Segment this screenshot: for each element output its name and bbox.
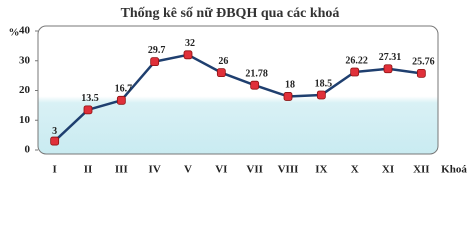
marker bbox=[416, 68, 426, 78]
x-tick-label: XI bbox=[382, 164, 394, 176]
marker bbox=[183, 50, 193, 60]
value-label: 3 bbox=[52, 126, 57, 137]
x-tick-label: IV bbox=[149, 164, 161, 176]
value-label: 26 bbox=[218, 56, 228, 67]
value-label: 21.78 bbox=[245, 69, 268, 80]
marker bbox=[83, 105, 93, 115]
marker bbox=[350, 67, 360, 77]
y-axis-label: % bbox=[9, 27, 20, 39]
y-tick-label: 10 bbox=[19, 114, 31, 126]
x-axis-label: Khoá bbox=[441, 164, 467, 176]
value-label: 26.22 bbox=[345, 55, 368, 66]
x-tick-label: XII bbox=[413, 164, 430, 176]
value-label: 16.7 bbox=[115, 84, 133, 95]
y-tick-label: 30 bbox=[19, 54, 31, 66]
plot-area bbox=[37, 25, 439, 155]
chart-title: Thống kê số nữ ĐBQH qua các khoá bbox=[121, 6, 340, 21]
y-tick-label: 20 bbox=[19, 84, 31, 96]
x-tick-label: VI bbox=[215, 164, 227, 176]
x-tick-label: V bbox=[184, 164, 192, 176]
marker bbox=[216, 68, 226, 78]
marker bbox=[250, 80, 260, 90]
marker bbox=[50, 136, 60, 146]
marker bbox=[383, 64, 393, 74]
x-tick-label: IX bbox=[315, 164, 327, 176]
x-tick-label: VIII bbox=[278, 164, 299, 176]
y-tick-label: 0 bbox=[25, 144, 31, 156]
y-tick-label: 40 bbox=[19, 25, 31, 37]
value-label: 25.76 bbox=[412, 57, 435, 68]
x-tick-label: III bbox=[115, 164, 128, 176]
chart: Thống kê số nữ ĐBQH qua các khoá % Khoá … bbox=[9, 6, 468, 176]
marker bbox=[150, 57, 160, 67]
value-label: 32 bbox=[185, 38, 195, 49]
value-label: 27.31 bbox=[379, 52, 402, 63]
value-label: 18 bbox=[285, 80, 295, 91]
value-label: 18.5 bbox=[315, 78, 333, 89]
x-tick-label: II bbox=[84, 164, 93, 176]
marker bbox=[283, 92, 293, 101]
marker bbox=[316, 90, 326, 100]
value-label: 13.5 bbox=[81, 93, 99, 104]
line bbox=[53, 53, 422, 142]
x-tick-label: I bbox=[53, 164, 57, 176]
marker bbox=[116, 95, 126, 105]
x-tick-label: X bbox=[351, 164, 359, 176]
value-label: 29.7 bbox=[148, 45, 166, 56]
x-tick-label: VII bbox=[246, 164, 263, 176]
